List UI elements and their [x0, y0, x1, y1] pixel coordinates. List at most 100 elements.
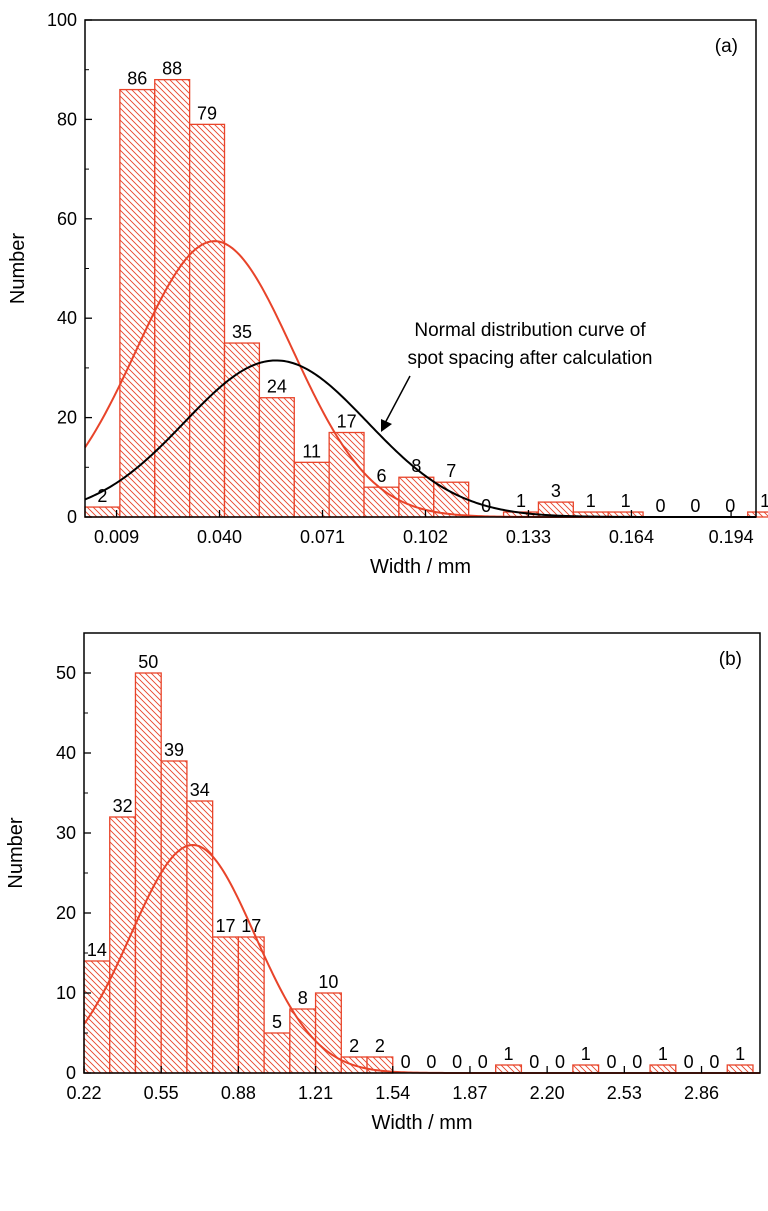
histogram-bar — [223, 342, 261, 518]
bar-value-label: 10 — [318, 972, 338, 992]
histogram-bar — [188, 123, 226, 518]
bar-value-label: 1 — [581, 1044, 591, 1064]
x-tick-label: 2.53 — [607, 1083, 642, 1103]
x-tick-label: 0.071 — [300, 527, 345, 547]
bar-value-label: 5 — [272, 1012, 282, 1032]
bar-value-label: 1 — [735, 1044, 745, 1064]
x-tick-label: 0.164 — [609, 527, 654, 547]
y-tick-label: 40 — [56, 743, 76, 763]
bar-value-label: 1 — [621, 491, 631, 511]
y-tick-label: 10 — [56, 983, 76, 1003]
annotation-line-1: Normal distribution curve of — [414, 320, 646, 341]
histogram-bar — [572, 1064, 600, 1074]
bar-value-label: 24 — [267, 377, 287, 397]
bar-value-label: 2 — [97, 486, 107, 506]
bar-value-label: 1 — [586, 491, 596, 511]
y-tick-label: 0 — [66, 1063, 76, 1083]
histogram-bar — [747, 511, 768, 518]
bar-value-label: 0 — [684, 1052, 694, 1072]
bar-value-label: 0 — [555, 1052, 565, 1072]
panel-label: (a) — [715, 36, 738, 57]
histogram-bar — [119, 88, 156, 518]
y-axis-title: Number — [5, 817, 27, 888]
y-tick-label: 0 — [67, 507, 77, 527]
bar-value-label: 0 — [709, 1052, 719, 1072]
bar-value-label: 8 — [411, 456, 421, 476]
histogram-bar — [328, 431, 365, 518]
histogram-bar — [134, 672, 162, 1074]
x-tick-label: 0.194 — [709, 527, 754, 547]
bar-value-label: 3 — [551, 481, 561, 501]
histogram-bar — [314, 992, 342, 1074]
histogram-bar — [237, 936, 265, 1074]
histogram-bar — [363, 486, 400, 518]
x-tick-label: 0.22 — [66, 1083, 101, 1103]
bar-value-label: 1 — [658, 1044, 668, 1064]
bar-value-label: 35 — [232, 322, 252, 342]
histogram-bar — [289, 1008, 317, 1074]
x-tick-label: 0.55 — [144, 1083, 179, 1103]
bar-value-label: 7 — [446, 461, 456, 481]
bar-value-label: 2 — [375, 1036, 385, 1056]
y-tick-label: 60 — [57, 209, 77, 229]
y-axis-title: Number — [7, 233, 29, 304]
bar-value-label: 79 — [197, 103, 217, 123]
x-tick-label: 2.86 — [684, 1083, 719, 1103]
bar-value-label: 0 — [401, 1052, 411, 1072]
x-tick-label: 0.102 — [403, 527, 448, 547]
y-tick-label: 80 — [57, 109, 77, 129]
bar-value-label: 0 — [632, 1052, 642, 1072]
bar-value-label: 11 — [302, 441, 321, 461]
annotation-line-2: spot spacing after calculation — [407, 348, 652, 369]
annotation-arrow-head — [381, 419, 392, 432]
bar-value-label: 50 — [138, 652, 158, 672]
bar-value-label: 34 — [190, 780, 210, 800]
bar-value-label: 1 — [516, 491, 526, 511]
plot-frame — [83, 632, 761, 1074]
histogram-bar — [649, 1064, 677, 1074]
x-tick-label: 0.040 — [197, 527, 242, 547]
bar-value-label: 1 — [760, 491, 768, 511]
y-tick-label: 50 — [56, 663, 76, 683]
x-axis-title: Width / mm — [370, 556, 471, 578]
x-tick-label: 0.133 — [506, 527, 551, 547]
histogram-bar — [186, 800, 214, 1074]
x-tick-label: 0.009 — [94, 527, 139, 547]
y-tick-label: 20 — [57, 408, 77, 428]
bar-value-label: 14 — [87, 940, 107, 960]
y-tick-label: 40 — [57, 308, 77, 328]
bar-value-label: 6 — [376, 466, 386, 486]
bar-value-label: 0 — [690, 496, 700, 516]
annotation-arrow-line — [383, 375, 411, 426]
histogram-bar — [726, 1064, 754, 1074]
panel-label: (b) — [719, 649, 742, 670]
bar-value-label: 0 — [606, 1052, 616, 1072]
bar-value-label: 86 — [127, 69, 147, 89]
bar-value-label: 0 — [478, 1052, 488, 1072]
x-tick-label: 1.21 — [298, 1083, 333, 1103]
histogram-bar — [160, 760, 188, 1074]
bar-value-label: 39 — [164, 740, 184, 760]
bar-value-label: 0 — [452, 1052, 462, 1072]
histogram-bar — [258, 397, 295, 518]
bar-value-label: 0 — [655, 496, 665, 516]
bar-value-label: 17 — [215, 916, 235, 936]
y-tick-label: 30 — [56, 823, 76, 843]
x-tick-label: 0.88 — [221, 1083, 256, 1103]
histogram-bar — [109, 816, 137, 1074]
histogram-bar — [212, 936, 240, 1074]
histogram-bar — [263, 1032, 291, 1074]
bar-value-label: 0 — [426, 1052, 436, 1072]
bar-value-label: 0 — [529, 1052, 539, 1072]
histogram-bar — [495, 1064, 523, 1074]
bar-value-label: 32 — [113, 796, 133, 816]
histogram-bar — [84, 506, 121, 518]
y-tick-label: 20 — [56, 903, 76, 923]
bar-value-label: 8 — [298, 988, 308, 1008]
histogram-bar — [154, 78, 191, 518]
y-tick-label: 100 — [47, 10, 77, 30]
bar-value-label: 0 — [725, 496, 735, 516]
